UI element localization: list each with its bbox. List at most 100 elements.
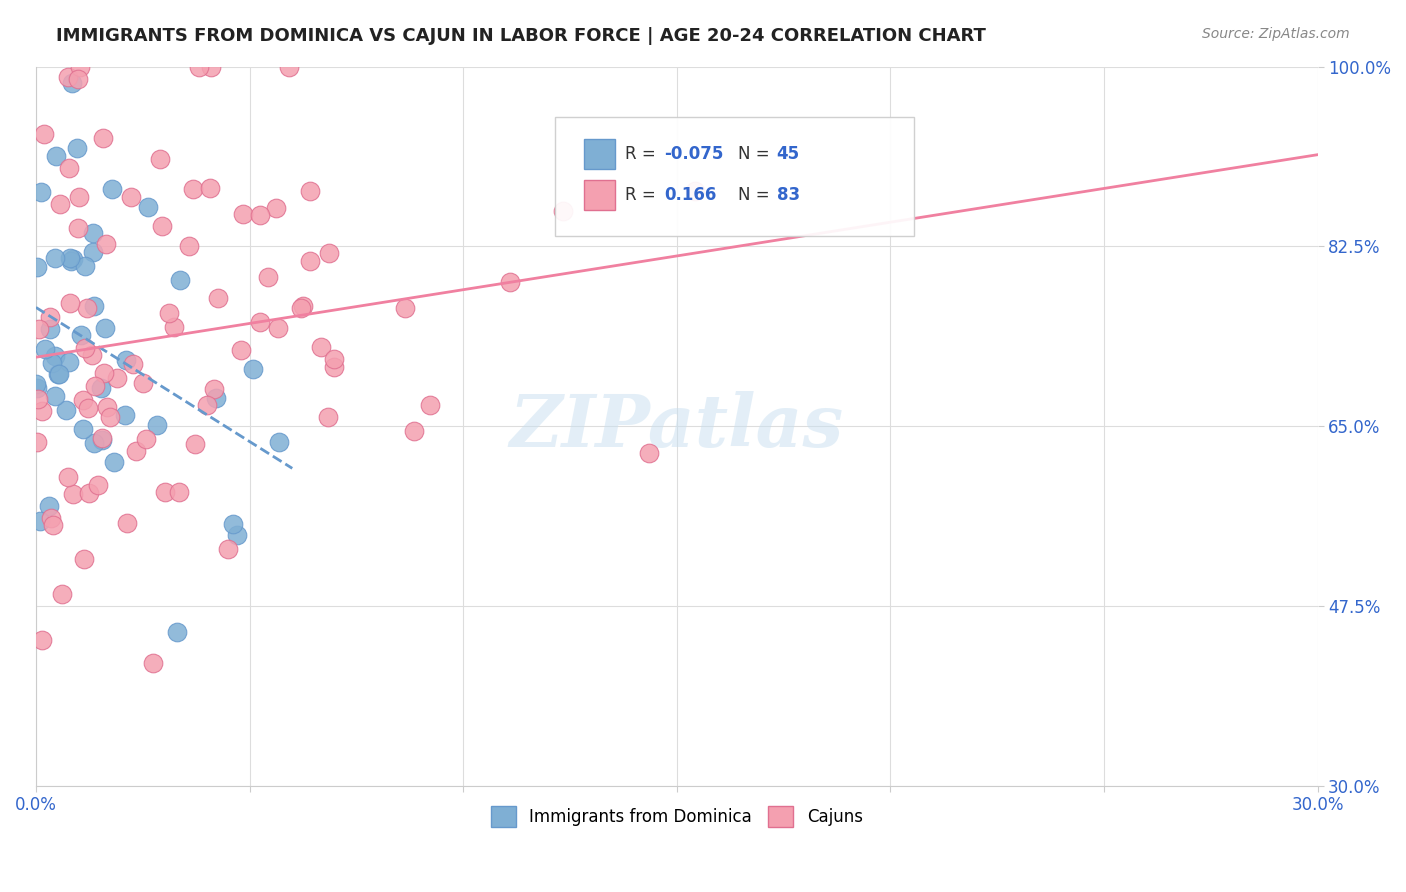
Point — [42, 518, 65, 533]
Point — [179, 239, 201, 253]
FancyBboxPatch shape — [585, 180, 616, 211]
Point — [82, 227, 104, 241]
Point — [38, 310, 60, 325]
Point — [76, 301, 98, 315]
Point — [45, 148, 67, 162]
Point — [75, 259, 97, 273]
Text: 45: 45 — [776, 145, 800, 162]
Point — [226, 527, 249, 541]
Text: 0.166: 0.166 — [664, 186, 716, 204]
Point — [404, 424, 426, 438]
Point — [299, 253, 322, 268]
Point — [67, 190, 90, 204]
Point — [77, 486, 100, 500]
Point — [25, 434, 48, 449]
Point — [56, 70, 79, 85]
Point — [267, 321, 290, 335]
Point — [217, 542, 239, 557]
Point — [136, 200, 159, 214]
Text: Source: ZipAtlas.com: Source: ZipAtlas.com — [1202, 27, 1350, 41]
Point — [155, 485, 177, 500]
Point — [46, 367, 69, 381]
Point — [115, 516, 138, 531]
Point — [551, 203, 574, 218]
Point — [249, 208, 271, 222]
Point — [80, 348, 103, 362]
Point — [269, 435, 291, 450]
Point — [94, 237, 117, 252]
Point — [222, 517, 245, 532]
Point — [142, 656, 165, 670]
Point — [58, 355, 80, 369]
Point — [157, 306, 180, 320]
Point — [499, 275, 522, 289]
Text: R =: R = — [626, 145, 661, 162]
Point — [44, 251, 66, 265]
Point — [115, 353, 138, 368]
Point — [91, 131, 114, 145]
Point — [90, 431, 112, 445]
Point — [67, 72, 90, 87]
Point — [41, 355, 63, 369]
Point — [200, 60, 222, 74]
Point — [152, 219, 174, 233]
Text: ZIPatlas: ZIPatlas — [510, 391, 844, 462]
Point — [122, 357, 145, 371]
Text: N =: N = — [738, 186, 775, 204]
Text: N =: N = — [738, 145, 775, 162]
FancyBboxPatch shape — [585, 138, 616, 169]
Point — [82, 244, 104, 259]
Point — [318, 246, 340, 260]
Point — [135, 432, 157, 446]
Point — [49, 197, 72, 211]
Point — [60, 76, 83, 90]
Point — [72, 422, 94, 436]
Point — [683, 184, 706, 198]
Point — [188, 60, 211, 74]
Point — [72, 393, 94, 408]
Point — [184, 437, 207, 451]
Point — [149, 152, 172, 166]
Point — [31, 633, 53, 648]
Point — [264, 201, 287, 215]
Point — [299, 184, 322, 198]
Point — [83, 436, 105, 450]
Point — [30, 185, 52, 199]
Text: -0.075: -0.075 — [664, 145, 723, 162]
Legend: Immigrants from Dominica, Cajuns: Immigrants from Dominica, Cajuns — [482, 798, 872, 835]
Point — [27, 392, 49, 406]
Point — [48, 367, 70, 381]
Point — [132, 376, 155, 390]
Point — [278, 60, 301, 74]
Point — [90, 433, 112, 447]
Point — [311, 340, 333, 354]
Point — [28, 514, 51, 528]
Point — [59, 295, 82, 310]
Point — [44, 349, 66, 363]
Point — [181, 182, 204, 196]
Point — [322, 359, 344, 374]
Point — [169, 273, 191, 287]
Point — [202, 383, 225, 397]
Point — [34, 128, 56, 142]
Point — [197, 398, 219, 412]
Point — [232, 207, 254, 221]
Point — [69, 60, 91, 74]
Point — [103, 455, 125, 469]
Point — [242, 362, 264, 376]
Point — [198, 181, 221, 195]
Point — [44, 389, 66, 403]
Point — [291, 299, 314, 313]
Point — [290, 301, 312, 315]
Point — [75, 341, 97, 355]
Point — [249, 315, 271, 329]
Point — [34, 342, 56, 356]
Point — [27, 381, 49, 395]
Point — [316, 409, 339, 424]
Point — [166, 625, 188, 640]
Point — [394, 301, 416, 315]
Point — [83, 299, 105, 313]
Point — [229, 343, 252, 358]
Point — [205, 391, 228, 405]
Point — [93, 367, 115, 381]
